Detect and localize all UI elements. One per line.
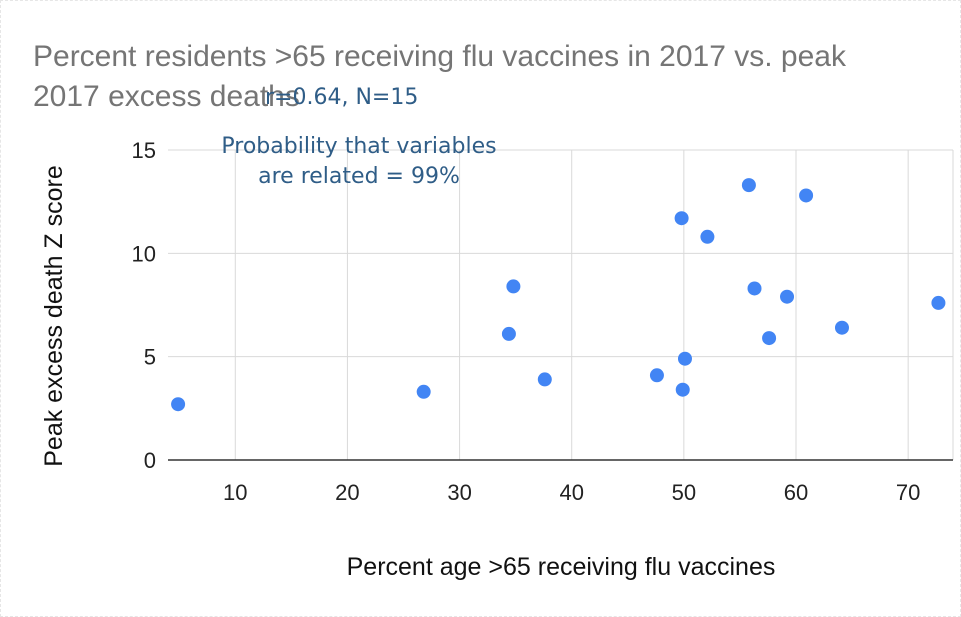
data-point: [416, 384, 431, 399]
stats-annotation: r=0.64, N=15: [265, 85, 418, 110]
data-point: [931, 295, 946, 310]
x-axis-title: Percent age >65 receiving flu vaccines: [347, 553, 776, 581]
data-point: [780, 289, 795, 304]
tick-layer: 10 20 30 40 50 60 70 0 5 10 15: [132, 138, 921, 505]
data-point: [171, 397, 186, 412]
data-point: [674, 211, 689, 226]
probability-annotation-line-2: are related = 99%: [258, 164, 460, 189]
y-tick-label: 10: [132, 241, 156, 266]
data-point: [649, 368, 664, 383]
data-point: [762, 331, 777, 346]
x-tick-label: 10: [223, 480, 247, 505]
data-point: [799, 188, 814, 203]
data-point: [700, 229, 715, 244]
probability-annotation-line-1: Probability that variables: [221, 134, 496, 159]
data-point: [677, 351, 692, 366]
y-tick-label: 5: [144, 345, 156, 370]
data-point: [741, 178, 756, 193]
y-tick-label: 15: [132, 138, 156, 163]
data-point: [675, 382, 690, 397]
x-tick-label: 20: [335, 480, 359, 505]
x-tick-label: 60: [784, 480, 808, 505]
data-point: [537, 372, 552, 387]
chart-title-line-2: 2017 excess deaths: [33, 80, 300, 113]
point-layer: [171, 178, 946, 412]
data-point: [747, 281, 762, 296]
y-tick-label: 0: [144, 448, 156, 473]
y-axis-title: Peak excess death Z score: [40, 165, 68, 467]
grid-layer: [168, 149, 954, 460]
x-tick-label: 40: [559, 480, 583, 505]
data-point: [506, 279, 521, 294]
data-point: [834, 320, 849, 335]
data-point: [501, 326, 516, 341]
x-tick-label: 70: [896, 480, 920, 505]
x-tick-label: 30: [447, 480, 471, 505]
chart-title-line-1: Percent residents >65 receiving flu vacc…: [33, 40, 847, 73]
x-tick-label: 50: [672, 480, 696, 505]
